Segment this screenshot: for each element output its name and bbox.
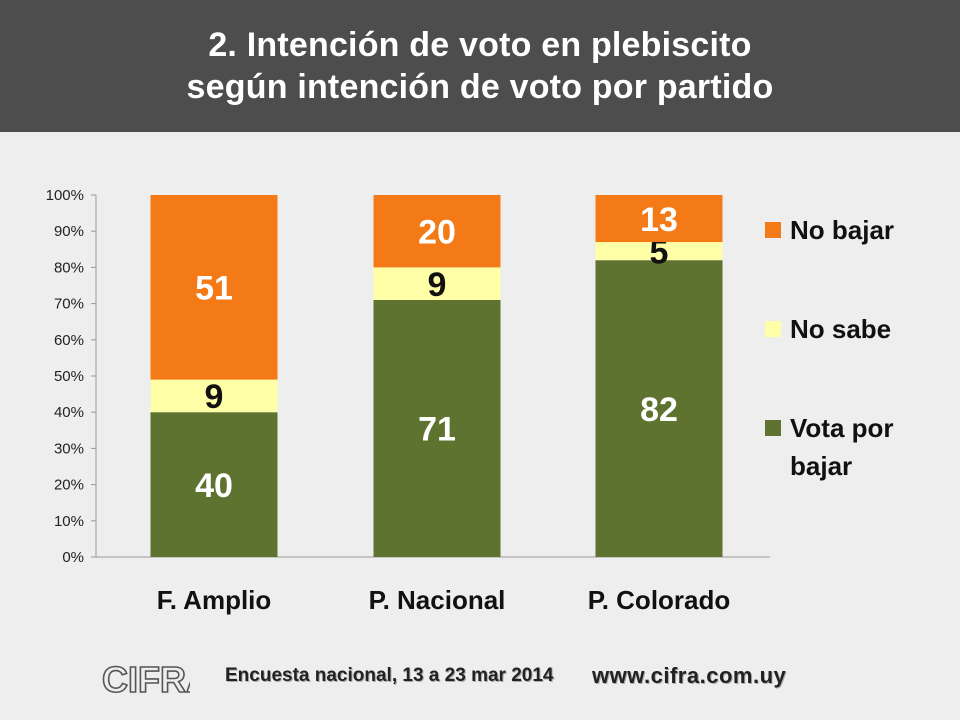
y-tick-label: 70% (54, 296, 84, 313)
y-tick-label: 50% (54, 368, 84, 385)
data-label: 51 (195, 270, 233, 308)
x-tick-label: P. Colorado (588, 585, 731, 615)
website-link[interactable]: www.cifra.com.uy (592, 663, 787, 688)
data-label: 71 (418, 411, 456, 449)
data-label: 13 (640, 201, 678, 239)
x-tick-label: F. Amplio (157, 585, 272, 615)
bar-segment (373, 195, 501, 268)
y-tick-label: 20% (54, 477, 84, 494)
y-tick-label: 0% (62, 549, 84, 566)
data-label: 40 (195, 467, 233, 505)
data-label: 5 (650, 233, 669, 271)
y-tick-label: 60% (54, 332, 84, 349)
bar-segment (150, 195, 278, 380)
header: 2. Intención de voto en plebiscito según… (0, 0, 960, 132)
survey-caption: Encuesta nacional, 13 a 23 mar 2014 (225, 665, 554, 686)
bar-segment (373, 299, 501, 557)
legend-swatch (765, 222, 781, 238)
legend-label: Vota por bajar (790, 413, 894, 481)
data-label: 9 (205, 378, 224, 416)
legend-label: No sabe (790, 314, 891, 344)
bar-segment (150, 379, 278, 413)
cifra-logo: CIFRA (101, 658, 190, 700)
y-tick-label: 90% (54, 223, 84, 240)
y-tick-label: 80% (54, 259, 84, 276)
bar-segment (595, 195, 723, 243)
data-label: 82 (640, 391, 678, 429)
legend-swatch (765, 321, 781, 337)
page-title-line-2: según intención de voto por partido (186, 68, 774, 106)
data-label: 20 (418, 213, 456, 251)
bar-segment (595, 260, 723, 557)
y-tick-label: 10% (54, 513, 84, 530)
x-tick-label: P. Nacional (369, 585, 506, 615)
data-label: 9 (428, 266, 447, 304)
bar-segment (373, 267, 501, 300)
logo-text: CIFRA (102, 659, 190, 700)
bar-segment (595, 242, 723, 261)
page-title-line-1: 2. Intención de voto en plebiscito (208, 26, 752, 64)
y-tick-label: 30% (54, 440, 84, 457)
legend-label: No bajar (790, 215, 894, 245)
y-tick-label: 100% (46, 187, 84, 204)
bar-segment (150, 412, 278, 557)
legend-swatch (765, 420, 781, 436)
y-tick-label: 40% (54, 404, 84, 421)
